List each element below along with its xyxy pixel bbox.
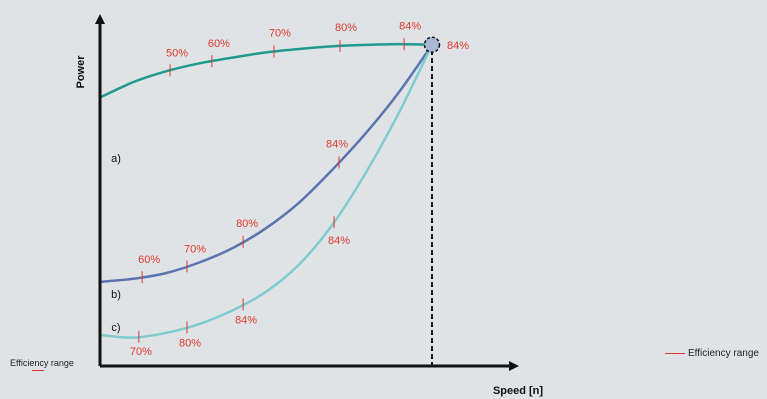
series-c-efficiency-label-3: 84%	[328, 235, 350, 247]
efficiency-legend-left-swatch	[32, 370, 44, 371]
series-b-label: b)	[111, 289, 121, 301]
x-axis-label: Speed [n]	[493, 385, 543, 397]
series-a-efficiency-label-0: 50%	[166, 47, 188, 59]
series-a-efficiency-label-1: 60%	[208, 38, 230, 50]
y-axis-label: Power	[75, 55, 87, 89]
efficiency-legend-right: Efficiency range	[665, 348, 759, 359]
series-a-efficiency-label-4: 84%	[399, 20, 421, 32]
series-b-efficiency-label-3: 84%	[326, 138, 348, 150]
efficiency-legend-right-swatch	[665, 353, 685, 354]
series-a-efficiency-label-3: 80%	[335, 22, 357, 34]
series-c-label: c)	[111, 322, 120, 334]
series-a-line	[99, 42, 433, 99]
series-a-label: a)	[111, 153, 121, 165]
series-c-efficiency-label-2: 84%	[235, 315, 257, 327]
operating-point-label: 84%	[447, 40, 469, 52]
operating-point-marker	[423, 36, 441, 54]
series-b-line	[99, 44, 434, 284]
series-b-efficiency-label-2: 80%	[236, 218, 258, 230]
series-c-efficiency-label-1: 80%	[179, 337, 201, 349]
series-c-line	[99, 44, 434, 339]
efficiency-legend-right-text: Efficiency range	[688, 348, 759, 359]
efficiency-legend-left-text: Efficiency range	[10, 358, 74, 368]
series-a-efficiency-label-2: 70%	[269, 28, 291, 40]
efficiency-legend-left: Efficiency range	[10, 358, 74, 371]
series-b-efficiency-label-1: 70%	[184, 243, 206, 255]
series-b-efficiency-label-0: 60%	[138, 254, 160, 266]
series-c-efficiency-label-0: 70%	[130, 346, 152, 358]
